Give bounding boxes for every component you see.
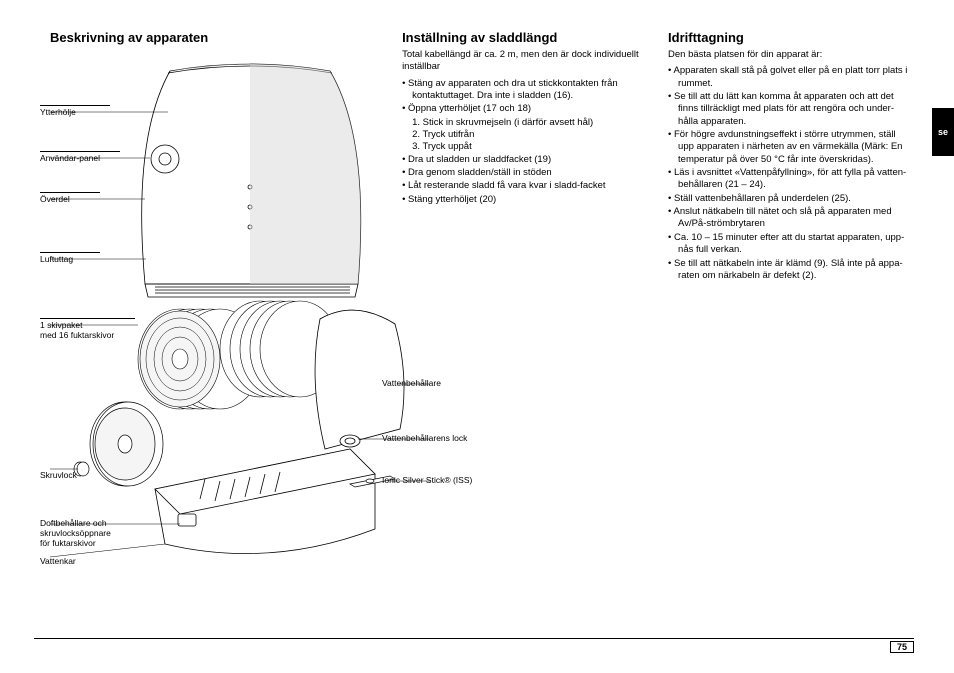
label-skivpaket: 1 skivpaket med 16 fuktarskivor (40, 318, 135, 340)
appliance-diagram: Ytterhölje Användar-panel Överdel Luftut… (50, 49, 382, 579)
list-item: Stäng av apparaten och dra ut stickkonta… (402, 78, 648, 103)
label-luftuttag: Luftuttag (40, 252, 100, 264)
columns: Beskrivning av apparaten (50, 30, 914, 579)
label-vattenkar: Vattenkar (40, 555, 76, 566)
footer-rule (34, 638, 914, 639)
list-item: Se till att nätkabeln inte är klämd (9).… (668, 258, 914, 283)
page: Beskrivning av apparaten (0, 0, 954, 673)
list-item: Apparaten skall stå på golvet eller på e… (668, 65, 914, 90)
label-doft-l1: Doftbehållare och (40, 518, 107, 528)
label-doft: Doftbehållare och skruvlocksöppnare för … (40, 517, 111, 549)
col2-list2: Dra ut sladden ur sladdfacket (19) Dra g… (402, 154, 648, 206)
list-item: Se till att du lätt kan komma åt apparat… (668, 91, 914, 128)
col2-list: Stäng av apparaten och dra ut stickkonta… (402, 78, 648, 116)
col2-heading: Inställning av sladdlängd (402, 30, 648, 45)
label-anvandar-panel: Användar-panel (40, 151, 120, 163)
label-overdel: Överdel (40, 192, 100, 204)
list-item: Stäng ytterhöljet (20) (402, 194, 648, 206)
col2-intro: Total kabellängd är ca. 2 m, men den är … (402, 49, 648, 74)
language-tab: se (932, 108, 954, 156)
list-item: Läs i avsnittet «Vattenpåfyllning», för … (668, 167, 914, 192)
label-skivpaket-l1: 1 skivpaket (40, 320, 83, 330)
label-ytterholje: Ytterhölje (40, 105, 110, 117)
column-3: Idrifttagning Den bästa platsen för din … (668, 30, 914, 579)
page-number-wrap: 75 (34, 638, 914, 653)
label-skruvlock: Skruvlock (40, 469, 77, 480)
list-item: Ca. 10 – 15 minuter efter att du startat… (668, 232, 914, 257)
list-item: För högre avdunstningseffekt i större ut… (668, 129, 914, 166)
list-item: Dra ut sladden ur sladdfacket (19) (402, 154, 648, 166)
list-item: Anslut nätkabeln till nätet och slå på a… (668, 206, 914, 231)
page-number: 75 (890, 641, 914, 653)
label-doft-l2: skruvlocksöppnare (40, 528, 111, 538)
col3-heading: Idrifttagning (668, 30, 914, 45)
sub-item: 2. Tryck utifrån (402, 129, 648, 141)
list-item: Dra genom sladden/ställ in stöden (402, 167, 648, 179)
list-item: Öppna ytterhöljet (17 och 18) (402, 103, 648, 115)
list-item: Ställ vattenbehållaren på underdelen (25… (668, 193, 914, 205)
sub-item: 1. Stick in skruvmejseln (i därför avset… (402, 117, 648, 129)
label-ionic: Ionic Silver Stick® (ISS) (382, 474, 472, 485)
label-vattenbehallare: Vattenbehållare (382, 377, 441, 388)
label-vattenbehallarens-lock: Vattenbehållarens lock (382, 432, 467, 443)
col1-heading: Beskrivning av apparaten (50, 30, 382, 45)
col3-intro: Den bästa platsen för din apparat är: (668, 49, 914, 61)
column-1: Beskrivning av apparaten (50, 30, 382, 579)
col3-list: Apparaten skall stå på golvet eller på e… (668, 65, 914, 282)
column-2: Inställning av sladdlängd Total kabellän… (402, 30, 648, 579)
label-doft-l3: för fuktarskivor (40, 538, 111, 548)
label-skivpaket-l2: med 16 fuktarskivor (40, 330, 135, 340)
diagram-svg (50, 49, 430, 579)
sub-item: 3. Tryck uppåt (402, 141, 648, 153)
list-item: Låt resterande sladd få vara kvar i slad… (402, 180, 648, 192)
